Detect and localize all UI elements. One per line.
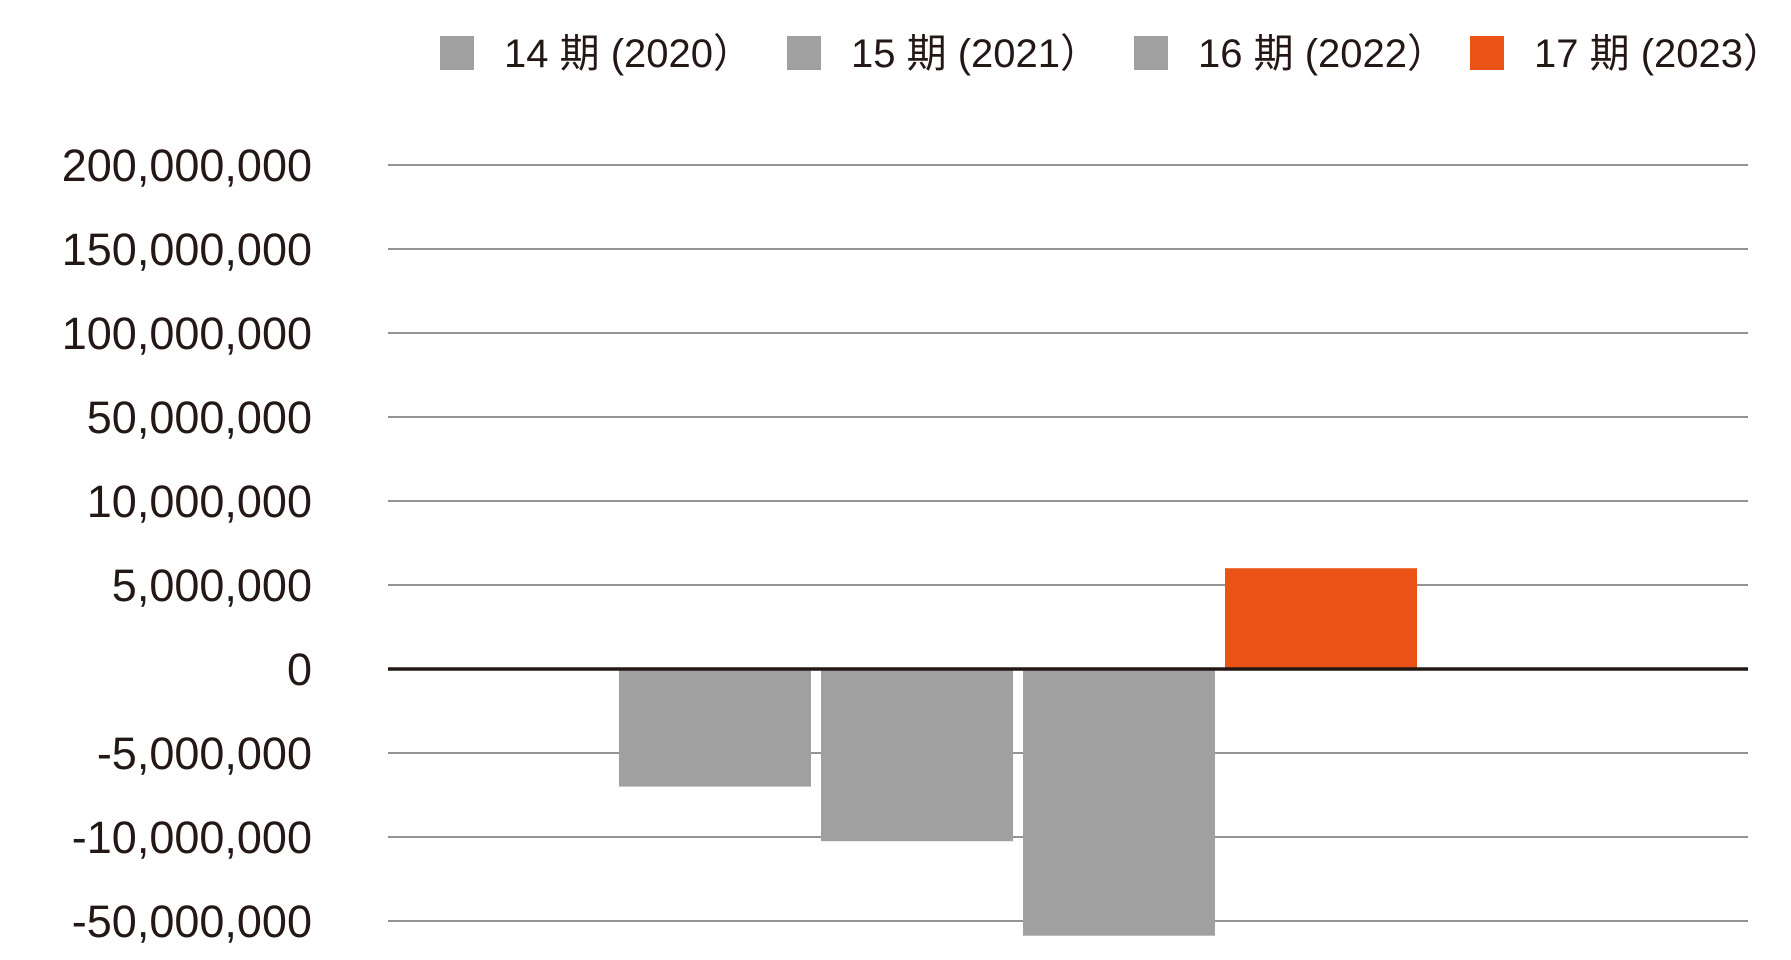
legend: 14 期 (2020） 15 期 (2021） 16 期 (2022） 17 期 (2…	[440, 32, 1783, 76]
y-tick-label: 200,000,000	[62, 140, 312, 191]
legend-label: 17 期 (2023）	[1534, 32, 1783, 76]
y-tick-label: 150,000,000	[62, 224, 312, 275]
legend-label: 14 期 (2020）	[504, 32, 753, 76]
y-tick-label: -5,000,000	[97, 728, 312, 779]
legend-swatch	[1134, 36, 1168, 70]
y-tick-label: 100,000,000	[62, 308, 312, 359]
bar	[619, 669, 811, 787]
y-tick-label: -50,000,000	[72, 896, 312, 947]
bars	[619, 568, 1417, 936]
legend-swatch	[440, 36, 474, 70]
legend-swatch	[1470, 36, 1504, 70]
y-tick-label: 10,000,000	[87, 476, 312, 527]
y-tick-label: 5,000,000	[112, 560, 312, 611]
y-axis-tick-labels: 200,000,000 150,000,000 100,000,000 50,000,…	[62, 140, 312, 947]
bar	[1023, 669, 1215, 936]
y-tick-label: 50,000,000	[87, 392, 312, 443]
legend-swatch	[787, 36, 821, 70]
bar	[1225, 568, 1417, 669]
bar	[821, 669, 1013, 842]
legend-label: 16 期 (2022）	[1198, 32, 1447, 76]
legend-label: 15 期 (2021）	[851, 32, 1100, 76]
y-tick-label: -10,000,000	[72, 812, 312, 863]
y-tick-label: 0	[287, 644, 312, 695]
